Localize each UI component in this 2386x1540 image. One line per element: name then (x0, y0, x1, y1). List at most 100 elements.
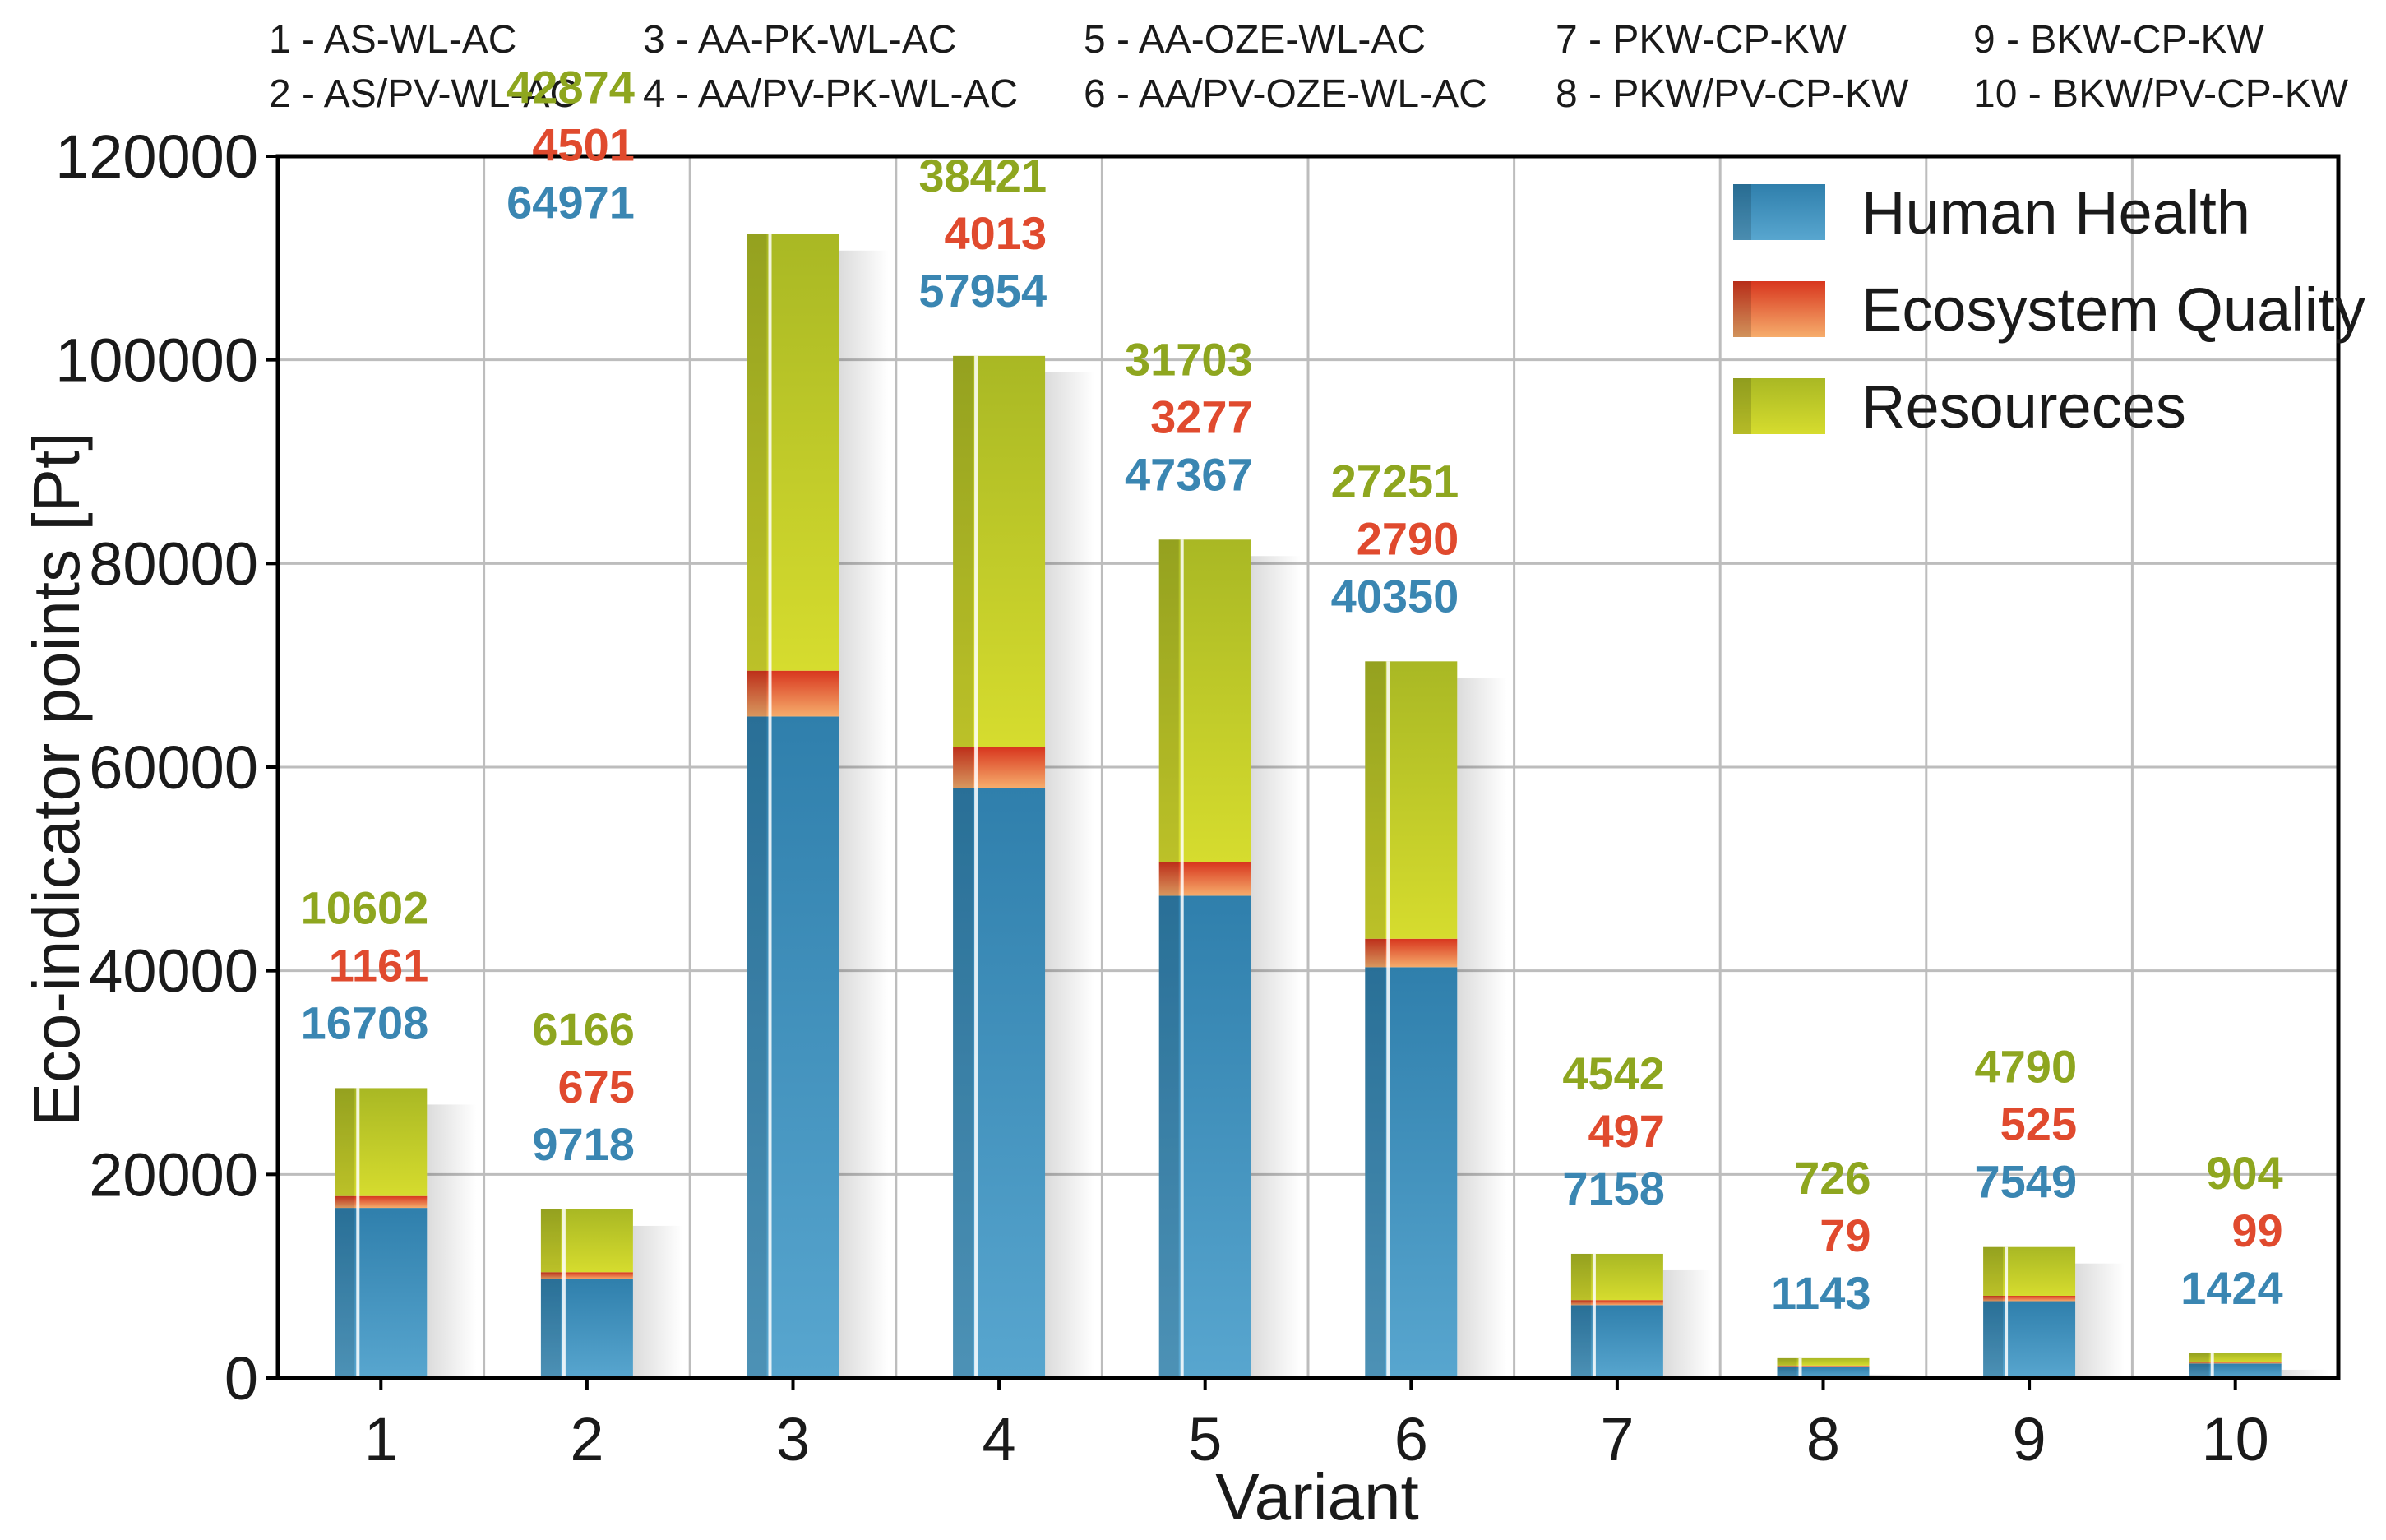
legend-label: Human Health (1861, 178, 2250, 247)
data-label-human-health: 47367 (1125, 448, 1253, 500)
bar-segment-ecosystem-quality (747, 670, 839, 717)
data-label-human-health: 1424 (2180, 1262, 2283, 1314)
data-label-ecosystem-quality: 525 (2000, 1098, 2077, 1150)
bar-edge (953, 355, 973, 1378)
legend-label: Resoureces (1861, 372, 2186, 441)
bar-segment-ecosystem-quality (540, 1272, 633, 1279)
legend-swatch-edge (1733, 184, 1751, 240)
bar-segment-ecosystem-quality (1777, 1365, 1870, 1367)
x-tick-label: 10 (2202, 1405, 2269, 1473)
data-label-resources: 31703 (1125, 333, 1253, 385)
data-label-ecosystem-quality: 675 (557, 1061, 634, 1112)
bar-shadow (1457, 678, 1507, 1378)
bar-shadow (1251, 556, 1301, 1378)
data-label-ecosystem-quality: 497 (1588, 1105, 1664, 1157)
bar-segment-human-health (540, 1279, 633, 1378)
bar-shadow (2281, 1369, 2331, 1378)
y-axis-ticks: 0 20000 40000 60000 80000 100000 120000 (55, 123, 278, 1413)
bar-highlight (1180, 539, 1184, 1378)
bar-shadow (1662, 1269, 1713, 1378)
bar-segment-human-health (1983, 1301, 2076, 1378)
bar-shadow (427, 1104, 477, 1378)
bar-edge (747, 234, 767, 1379)
y-tick-label: 0 (224, 1344, 258, 1413)
variant-key-item: 3 - AA-PK-WL-AC (643, 18, 956, 62)
x-tick-label: 1 (364, 1405, 398, 1473)
bar-highlight (1592, 1253, 1596, 1378)
data-label-resources: 27251 (1331, 455, 1459, 506)
x-axis-ticks: 1 2 3 4 5 6 7 8 9 10 (364, 1378, 2269, 1473)
x-axis-title: Variant (1215, 1460, 1419, 1533)
variant-key-item: 9 - BKW-CP-KW (1973, 18, 2264, 62)
data-label-resources: 726 (1794, 1152, 1870, 1204)
x-tick-label: 4 (983, 1405, 1016, 1473)
data-label-human-health: 64971 (506, 177, 635, 229)
data-label-ecosystem-quality: 4013 (945, 207, 1047, 259)
bar-segment-ecosystem-quality (2189, 1362, 2282, 1364)
variant-key-item: 7 - PKW-CP-KW (1556, 18, 1847, 62)
legend-swatch-edge (1733, 378, 1751, 434)
x-tick-label: 2 (570, 1405, 603, 1473)
data-label-ecosystem-quality: 2790 (1357, 512, 1459, 564)
bar-edge (1365, 661, 1385, 1378)
legend: Human Health Ecosystem Quality Resoureces (1733, 178, 2365, 441)
bar-segment-resources (1983, 1246, 2076, 1297)
bar-highlight (356, 1088, 360, 1378)
data-label-ecosystem-quality: 1161 (329, 939, 429, 991)
variant-key-item: 5 - AA-OZE-WL-AC (1084, 18, 1426, 62)
variant-key-item: 1 - AS-WL-AC (269, 18, 516, 62)
data-label-resources: 38421 (918, 150, 1047, 201)
bar-segment-human-health (1365, 967, 1458, 1378)
bar-segment-resources (1158, 539, 1251, 862)
data-label-resources: 6166 (532, 1003, 635, 1055)
bar-segment-human-health (335, 1208, 428, 1378)
bar-highlight (2210, 1353, 2214, 1378)
legend-swatch (1733, 281, 1825, 337)
bar-segment-resources (1365, 661, 1458, 939)
bar-highlight (562, 1209, 566, 1378)
data-label-resources: 42874 (506, 62, 635, 113)
data-label-resources: 10602 (301, 881, 429, 933)
y-tick-label: 60000 (89, 733, 258, 802)
x-tick-label: 3 (776, 1405, 810, 1473)
x-tick-label: 6 (1394, 1405, 1428, 1473)
data-label-human-health: 16708 (301, 997, 429, 1048)
bar-segment-resources (540, 1209, 633, 1273)
bar-edge (1158, 539, 1179, 1378)
bar-segment-resources (953, 355, 1046, 747)
bar-segment-ecosystem-quality (1158, 862, 1251, 896)
x-tick-label: 8 (1806, 1405, 1840, 1473)
data-label-human-health: 9718 (532, 1118, 635, 1170)
data-label-resources: 4790 (1975, 1041, 2078, 1093)
data-label-ecosystem-quality: 79 (1820, 1209, 1870, 1261)
legend-swatch (1733, 184, 1825, 240)
bar-highlight (1798, 1357, 1802, 1378)
bar-segment-human-health (747, 716, 839, 1378)
data-label-human-health: 7549 (1975, 1156, 2078, 1208)
bar-segment-ecosystem-quality (1983, 1296, 2076, 1302)
bar-segment-resources (1570, 1253, 1663, 1301)
bar-segment-ecosystem-quality (1365, 938, 1458, 968)
bar-shadow (632, 1225, 682, 1378)
data-label-resources: 904 (2206, 1147, 2282, 1199)
variant-key-item: 8 - PKW/PV-CP-KW (1556, 72, 1909, 116)
bar-segment-resources (2189, 1353, 2282, 1363)
bar-highlight (974, 355, 978, 1378)
bar-segment-ecosystem-quality (1570, 1300, 1663, 1306)
bar-edge (335, 1088, 355, 1378)
legend-swatch-edge (1733, 281, 1751, 337)
bar-highlight (768, 234, 772, 1379)
variant-key-item: 4 - AA/PV-PK-WL-AC (643, 72, 1018, 116)
y-tick-label: 80000 (89, 530, 258, 598)
bar-edge (1777, 1357, 1797, 1378)
data-label-human-health: 7158 (1562, 1163, 1665, 1214)
bar-segment-resources (1777, 1357, 1870, 1366)
data-label-human-health: 40350 (1331, 570, 1459, 622)
data-labels: 10602 1161 16708 6166 675 9718 38421 4013 57954 4… (301, 62, 2283, 1319)
bar-shadow (1045, 372, 1095, 1378)
y-axis-title: Eco-indicator points [Pt] (20, 432, 93, 1127)
data-label-human-health: 57954 (918, 265, 1047, 317)
bar-edge (2189, 1353, 2209, 1378)
x-tick-label: 7 (1600, 1405, 1634, 1473)
